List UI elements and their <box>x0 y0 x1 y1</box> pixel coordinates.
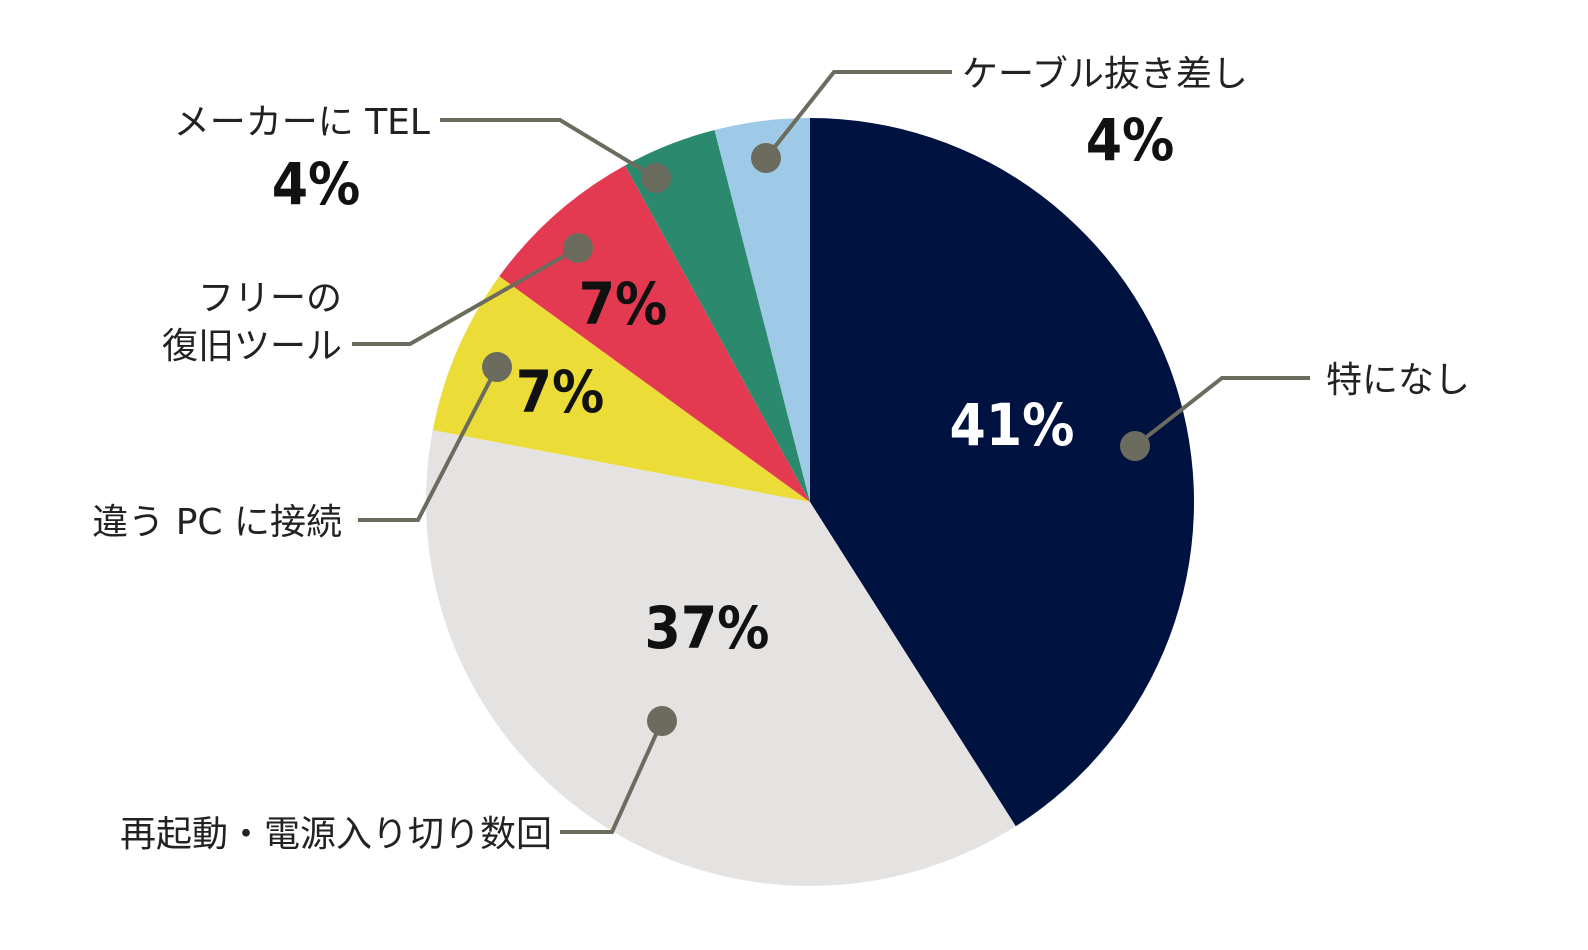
callout-line <box>1133 376 1310 448</box>
slice-label-maker-tel: メーカーに TEL <box>174 102 430 143</box>
callout-dot <box>751 143 781 173</box>
slice-label-other-pc: 違う PC に接続 <box>92 502 342 543</box>
pie-slice <box>625 130 810 502</box>
pie-slice <box>432 276 810 502</box>
callout-line <box>560 720 664 834</box>
callout-dot <box>1120 431 1150 461</box>
callout-dot <box>641 163 671 193</box>
callout-line <box>440 118 658 180</box>
data-label: 4% <box>272 150 361 218</box>
data-label: 41% <box>950 391 1075 459</box>
slice-label-restart: 再起動・電源入り切り数回 <box>120 814 552 855</box>
callout-dot <box>647 706 677 736</box>
data-label: 4% <box>1086 106 1175 174</box>
callout-dot <box>482 352 512 382</box>
callout-labels: 特になし 41% 再起動・電源入り切り数回 37% 違う PC に接続 7% フリーの復旧ツ… <box>92 54 1470 855</box>
pie-slices <box>425 117 1194 887</box>
callout-line <box>764 70 952 160</box>
pie-slice <box>810 118 1194 827</box>
slice-label-cable: ケーブル抜き差し <box>962 54 1248 95</box>
callout-dot <box>563 233 593 263</box>
callout-line <box>358 366 499 522</box>
callout-line <box>352 246 579 346</box>
callout-lines <box>352 70 1310 834</box>
data-label: 37% <box>645 594 770 662</box>
slice-label-nothing: 特になし <box>1326 360 1470 401</box>
data-label: 7% <box>579 270 668 338</box>
slice-label-recovery-tool: フリーの復旧ツール <box>162 278 342 367</box>
pie-slice <box>714 117 810 502</box>
data-label: 7% <box>516 358 605 426</box>
pie-slice <box>425 430 1016 887</box>
